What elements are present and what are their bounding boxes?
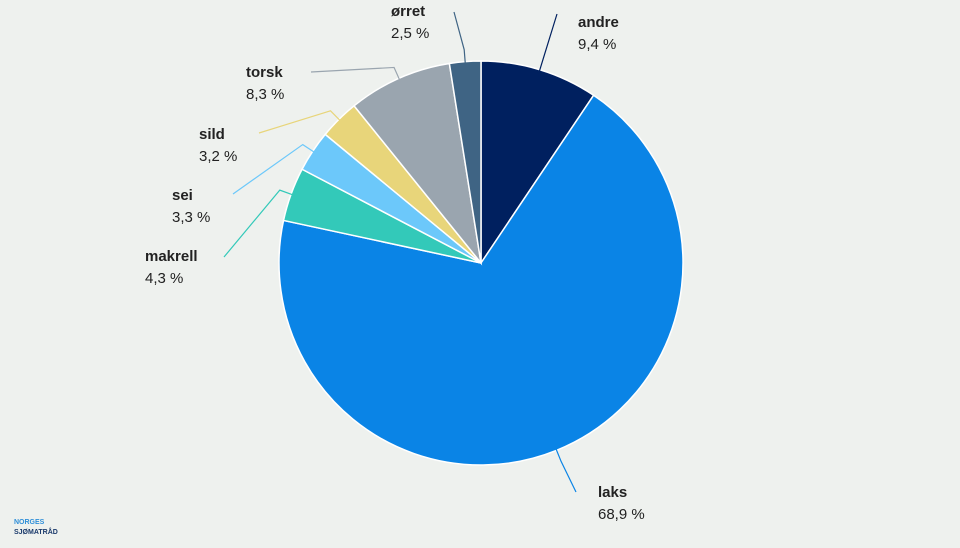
slice-name: torsk	[246, 64, 283, 81]
slice-name: sei	[172, 187, 193, 204]
leader-line	[232, 143, 317, 195]
slice-name: sild	[199, 126, 225, 143]
slice-name: laks	[598, 484, 627, 501]
leader-line	[310, 66, 402, 83]
leader-line	[538, 13, 558, 74]
slice-name: ørret	[391, 3, 425, 20]
leader-line	[554, 446, 577, 493]
slice-value: 4,3 %	[145, 270, 183, 287]
logo-line: NORGES	[14, 519, 45, 526]
leader-line	[258, 110, 343, 134]
logo-line: SJØMATRÅD	[14, 527, 58, 536]
slice-name: makrell	[145, 248, 198, 265]
slice-value: 3,3 %	[172, 209, 210, 226]
slice-value: 3,2 %	[199, 148, 237, 165]
leader-line	[453, 11, 467, 66]
slice-name: andre	[578, 14, 619, 31]
slice-value: 2,5 %	[391, 25, 429, 42]
leader-line	[223, 189, 296, 258]
slice-value: 68,9 %	[598, 506, 645, 523]
slice-value: 8,3 %	[246, 86, 284, 103]
slice-value: 9,4 %	[578, 36, 616, 53]
